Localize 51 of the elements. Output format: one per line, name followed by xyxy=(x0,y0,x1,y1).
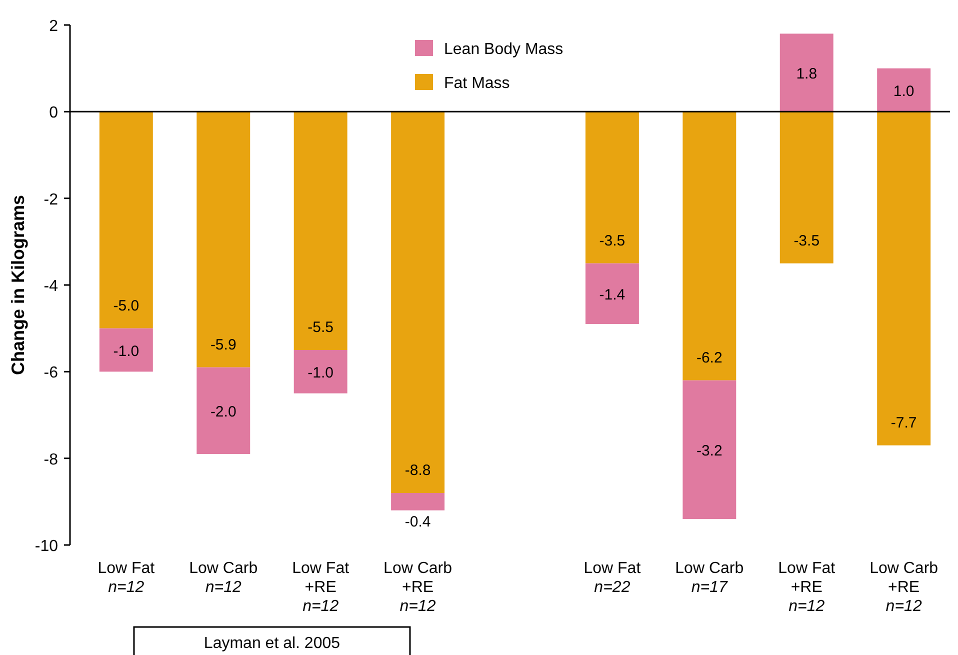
y-axis-title: Change in Kilograms xyxy=(8,194,28,376)
bar xyxy=(294,112,348,350)
x-tick-label: Low Carb n=12 xyxy=(189,560,258,596)
data-label: -2.0 xyxy=(210,404,236,421)
y-tick-label: -6 xyxy=(44,364,58,382)
y-tick-label: 0 xyxy=(49,104,58,122)
bar xyxy=(585,263,639,324)
x-tick-label: Low Fat +RE n=12 xyxy=(292,560,350,615)
data-label: -3.5 xyxy=(794,232,820,250)
data-label: -1.4 xyxy=(599,286,626,304)
bar xyxy=(877,112,931,446)
bar xyxy=(391,493,445,510)
data-label: -5.5 xyxy=(308,319,334,336)
y-tick-label: 2 xyxy=(49,18,58,35)
y-tick-label: -4 xyxy=(44,278,58,295)
bar xyxy=(294,350,348,394)
y-tick-label: -8 xyxy=(44,451,58,468)
bar xyxy=(585,112,639,264)
data-label: -3.5 xyxy=(599,232,626,250)
text: Layman et al. 2005 xyxy=(204,635,340,652)
data-label: -3.2 xyxy=(696,442,722,460)
legend-label: Fat Mass xyxy=(444,75,510,92)
x-tick-label: Low Carb +RE n=12 xyxy=(384,560,452,615)
bar xyxy=(99,328,153,372)
data-label: -8.8 xyxy=(404,462,431,479)
x-tick-label: Low Carb +RE n=12 xyxy=(870,560,938,615)
x-tick-label: Low Fat +RE n=12 xyxy=(778,560,836,615)
data-label: -7.7 xyxy=(890,414,917,432)
bar xyxy=(877,68,931,112)
bar xyxy=(780,112,834,264)
y-tick-label: -2 xyxy=(44,191,58,208)
bar xyxy=(196,112,250,368)
x-tick-label: Low Fat n=22 xyxy=(584,560,642,596)
data-label: 1.8 xyxy=(796,66,818,83)
x-tick-label: Low Carb n=17 xyxy=(675,560,744,596)
data-label: -6.2 xyxy=(696,349,722,366)
bar xyxy=(780,34,834,112)
data-label: -1.0 xyxy=(308,364,334,382)
bar xyxy=(391,112,445,493)
y-tick-label: -10 xyxy=(34,538,58,555)
bar xyxy=(682,112,736,380)
bar xyxy=(99,112,153,328)
bar xyxy=(682,380,736,519)
data-label: -1.0 xyxy=(113,343,140,360)
legend-label: Lean Body Mass xyxy=(444,41,564,58)
data-label: -5.0 xyxy=(113,297,140,314)
data-label: -5.9 xyxy=(210,336,236,354)
data-label: -0.4 xyxy=(404,513,431,530)
bar xyxy=(196,367,250,454)
x-tick-label: Low Fat n=12 xyxy=(98,560,156,596)
data-label: 1.0 xyxy=(893,83,914,100)
